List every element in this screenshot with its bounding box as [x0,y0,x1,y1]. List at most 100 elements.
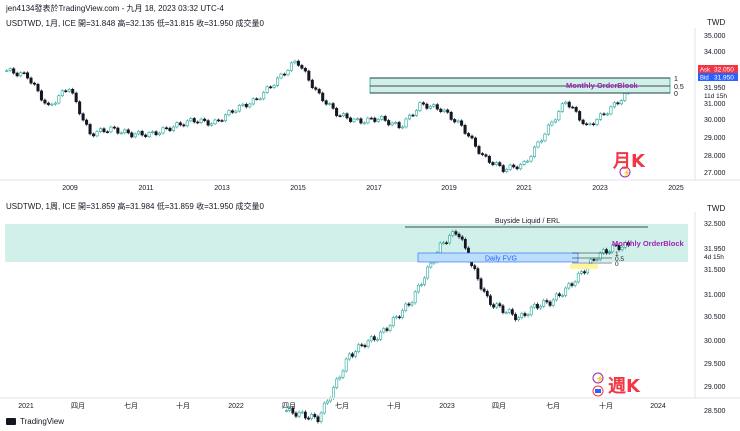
y-tick-label: 31.000 [704,292,726,299]
x-tick-label: 十月 [387,401,401,410]
candle-body [573,281,577,286]
candle-body [449,111,453,120]
candle-body [46,102,50,105]
event-icon[interactable] [619,166,631,178]
candle-body [484,154,488,157]
candle-body [279,73,283,79]
bid-value: 31.950 [714,75,734,82]
bot-fib-1: 1 [615,251,619,258]
candle-body [140,131,144,136]
x-tick-label: 2017 [366,185,382,192]
candle-body [627,242,630,246]
candle-body [175,122,179,128]
candle-body [64,90,68,93]
y-tick-label: 31.500 [704,267,726,274]
candle-body [310,79,314,89]
candle-body [545,300,549,303]
candle-body [316,416,320,422]
candle-body [342,113,346,117]
candle-body [463,124,467,134]
candle-body [522,161,526,165]
ask-tag [698,65,712,73]
candle-body [12,68,16,74]
candle-body [164,127,168,130]
candle-body [237,105,241,112]
top-monthly-chart[interactable]: 35.00034.00033.00031.00030.00029.00028.0… [0,0,740,200]
candle-body [564,287,568,296]
candle-body [542,300,546,307]
candle-body [331,103,335,109]
candle-body [133,133,137,138]
bottom-big-label: 週K [608,376,640,397]
candle-body [241,103,245,106]
candle-body [432,104,436,107]
candle-body [494,162,498,166]
candle-body [619,100,623,105]
candle-body [570,283,574,286]
candle-body [407,114,412,120]
candle-body [335,378,339,388]
candle-body [426,266,430,279]
y-tick-label: 32.500 [704,221,726,228]
candle-body [213,119,217,125]
candle-body [467,133,471,137]
candle-body [294,412,298,417]
candle-body [512,164,516,168]
x-tick-label: 2025 [668,185,684,192]
candle-body [258,98,262,101]
candle-body [567,283,571,289]
candle-body [126,129,130,134]
candle-body [453,119,457,123]
candle-body [460,236,464,240]
x-tick-label: 2021 [18,403,34,410]
x-tick-label: 四月 [71,402,85,410]
x-tick-label: 2013 [214,185,230,192]
candle-body [423,277,426,285]
candle-body [485,291,489,297]
candle-body [579,271,583,274]
candle-body [293,60,297,64]
top-big-label: 月K [613,151,645,172]
candle-body [585,123,589,126]
candle-body [526,314,530,317]
x-tick-label: 2022 [228,403,244,410]
candle-body [272,85,276,88]
candle-body [605,113,609,116]
candle-body [543,133,547,142]
candle-body [88,124,92,135]
candle-body [168,127,172,131]
candle-body [539,140,543,143]
candle-body [262,92,266,100]
candle-body [67,89,71,92]
candle-body [571,106,575,109]
candle-body [109,126,113,133]
bot-event-icon[interactable] [592,372,604,384]
candle-body [441,242,445,245]
candle-body [289,62,293,71]
candle-body [171,126,175,131]
candle-body [460,120,464,126]
candle-body [536,141,540,148]
candle-body [382,328,386,333]
candle-body [532,146,537,157]
candle-body [248,103,252,108]
candle-body [401,310,405,318]
candle-body [328,103,332,105]
candle-body [379,331,383,340]
candle-body [244,103,248,108]
x-tick-label: 2011 [138,185,153,192]
candle-body [454,231,458,235]
candle-body [428,106,432,109]
candle-body [387,120,391,126]
candle-body [60,90,64,97]
candle-body [520,313,524,318]
x-tick-label: 四月 [282,402,296,410]
candle-body [564,101,568,105]
candle-body [144,134,148,137]
candle-body [560,103,564,112]
bid-tag [698,73,712,81]
candle-body [429,262,433,268]
candle-body [487,155,491,163]
candle-body [491,162,495,166]
